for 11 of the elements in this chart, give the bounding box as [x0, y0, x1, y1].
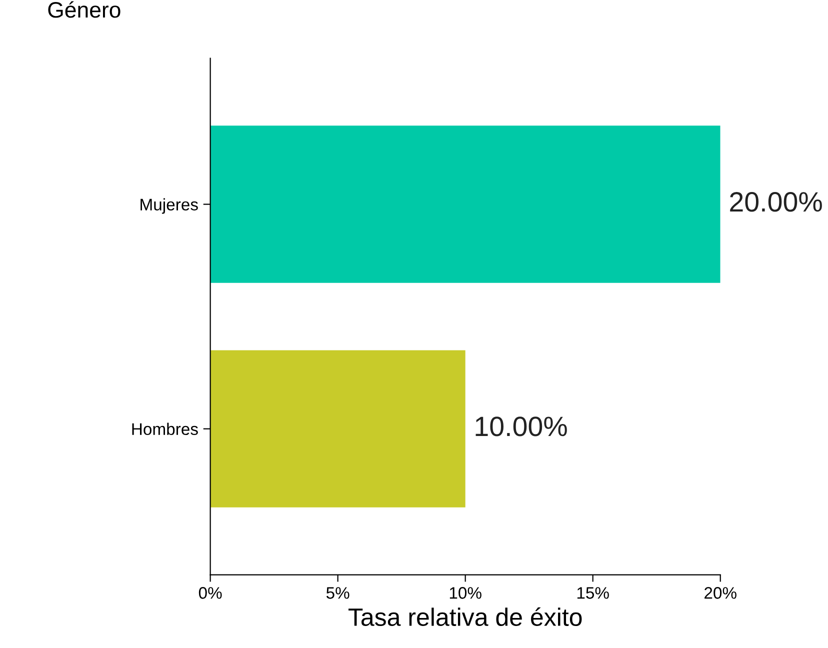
- y-axis-title: Género: [48, 1, 120, 18]
- x-axis-title: Tasa relativa de éxito: [348, 607, 582, 626]
- x-tick-label: 10%: [450, 587, 482, 599]
- data-label: 10.00%: [476, 416, 567, 436]
- y-tick-label: Hombres: [132, 422, 198, 436]
- x-tick-label: 15%: [577, 587, 609, 599]
- y-tick-label: Mujeres: [140, 198, 198, 214]
- x-tick-label: 20%: [704, 587, 736, 599]
- x-tick-label: 5%: [326, 587, 350, 599]
- x-tick-label: 0%: [198, 587, 222, 599]
- data-label: 20.00%: [730, 192, 822, 212]
